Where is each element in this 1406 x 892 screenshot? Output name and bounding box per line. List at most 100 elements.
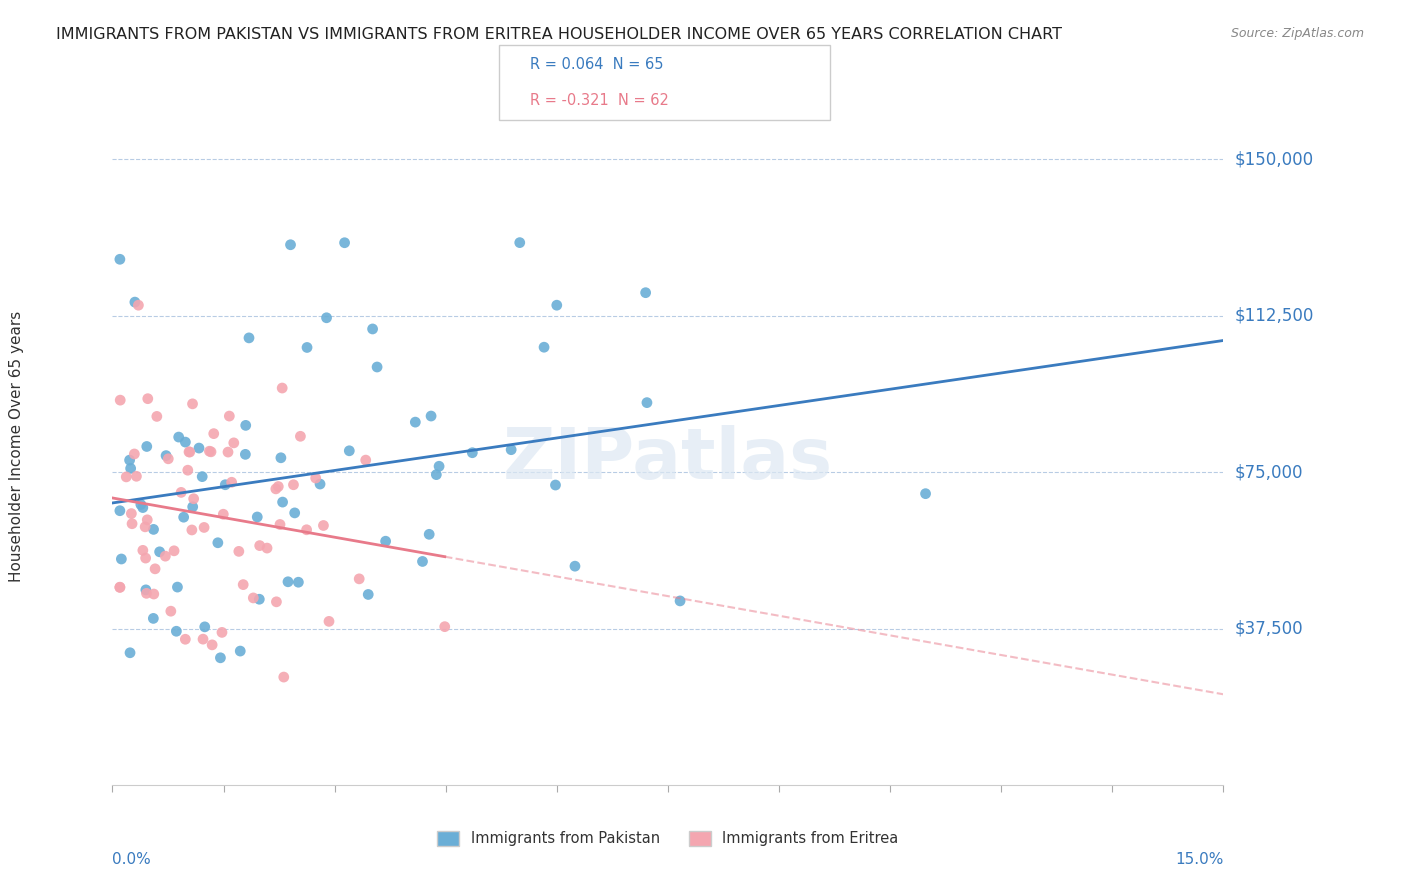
Point (333, 235, 356, 250)
Point (124, 447, 146, 461)
Point (427, 459, 450, 474)
Point (284, 506, 307, 520)
Point (201, 638, 224, 652)
Point (312, 518, 335, 533)
Point (136, 513, 159, 527)
Text: $112,500: $112,500 (1234, 307, 1313, 325)
Point (167, 430, 190, 444)
Point (188, 441, 211, 455)
Point (121, 516, 143, 531)
Point (160, 604, 183, 618)
Text: $37,500: $37,500 (1234, 620, 1303, 638)
Point (110, 393, 132, 408)
Point (202, 426, 225, 441)
Text: 0.0%: 0.0% (112, 852, 152, 867)
Point (404, 415, 426, 429)
Point (132, 543, 155, 558)
Point (165, 624, 187, 639)
Point (354, 453, 377, 467)
Legend: Immigrants from Pakistan, Immigrants from Eritrea: Immigrants from Pakistan, Immigrants fro… (432, 825, 904, 852)
Point (232, 577, 254, 591)
Point (269, 517, 291, 532)
Point (135, 440, 157, 454)
Point (157, 451, 180, 466)
Point (179, 445, 201, 459)
Point (143, 562, 166, 576)
Point (135, 586, 157, 600)
Point (914, 486, 936, 500)
Point (305, 471, 328, 485)
Point (211, 625, 233, 640)
Text: IMMIGRANTS FROM PAKISTAN VS IMMIGRANTS FROM ERITREA HOUSEHOLDER INCOME OVER 65 Y: IMMIGRANTS FROM PAKISTAN VS IMMIGRANTS F… (56, 27, 1063, 42)
Point (212, 507, 235, 521)
Point (242, 591, 264, 605)
Point (238, 331, 260, 345)
Point (247, 592, 270, 607)
Point (347, 572, 370, 586)
Point (120, 507, 142, 521)
Point (110, 552, 132, 566)
Point (191, 469, 214, 483)
Point (142, 587, 165, 601)
Point (420, 409, 443, 423)
Point (256, 541, 278, 555)
Point (155, 549, 177, 563)
Point (127, 298, 149, 312)
Point (564, 559, 586, 574)
Point (228, 544, 250, 558)
Point (309, 477, 332, 491)
Point (108, 252, 131, 267)
Point (533, 340, 555, 354)
Point (174, 632, 197, 647)
Point (501, 442, 523, 457)
Point (129, 498, 152, 512)
Point (221, 475, 243, 490)
Point (200, 445, 222, 459)
Point (173, 510, 195, 524)
Point (214, 477, 236, 491)
Point (118, 453, 141, 467)
Text: ZIPatlas: ZIPatlas (503, 425, 832, 494)
Point (270, 450, 292, 465)
Point (177, 445, 200, 459)
Point (118, 646, 141, 660)
Point (425, 467, 447, 482)
Text: 15.0%: 15.0% (1175, 852, 1223, 867)
Point (634, 285, 657, 300)
Point (280, 237, 302, 252)
Point (295, 523, 318, 537)
Point (636, 395, 658, 409)
Point (283, 477, 305, 491)
Point (170, 485, 193, 500)
Point (193, 520, 215, 534)
Point (183, 491, 205, 506)
Point (357, 587, 380, 601)
Point (174, 435, 197, 450)
Point (166, 580, 188, 594)
Point (108, 581, 131, 595)
Text: R = 0.064  N = 65: R = 0.064 N = 65 (530, 57, 664, 72)
Point (318, 615, 340, 629)
Point (273, 670, 295, 684)
Point (461, 446, 484, 460)
Text: $75,000: $75,000 (1234, 463, 1303, 481)
Point (266, 595, 288, 609)
Point (125, 469, 148, 483)
Point (249, 539, 271, 553)
Point (180, 523, 202, 537)
Point (149, 545, 172, 559)
Point (361, 322, 384, 336)
Point (264, 482, 287, 496)
Text: $150,000: $150,000 (1234, 150, 1313, 169)
Point (115, 470, 138, 484)
Point (134, 520, 156, 534)
Point (132, 500, 155, 515)
Point (418, 527, 440, 541)
Point (142, 522, 165, 536)
Point (177, 463, 200, 477)
Point (277, 574, 299, 589)
Point (124, 295, 146, 310)
Point (433, 620, 456, 634)
Point (411, 554, 433, 568)
Point (271, 381, 294, 395)
